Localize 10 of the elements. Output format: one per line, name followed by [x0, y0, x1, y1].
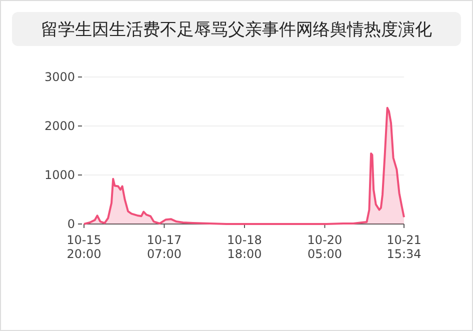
chart-title: 留学生因生活费不足辱骂父亲事件网络舆情热度演化: [41, 20, 432, 40]
x-tick-label: 10-21 15:34: [386, 233, 422, 261]
x-tick-label: 10-15 20:00: [66, 233, 102, 261]
x-tick-label: 10-18 18:00: [227, 233, 262, 261]
y-tick-label: 1000: [44, 168, 75, 182]
y-tick-label: 0: [67, 217, 75, 231]
y-tick-label: 2000: [44, 119, 75, 133]
x-tick-label: 10-17 07:00: [146, 233, 182, 261]
y-tick-label: 3000: [44, 70, 75, 84]
x-tick-label: 10-20 05:00: [307, 233, 342, 261]
